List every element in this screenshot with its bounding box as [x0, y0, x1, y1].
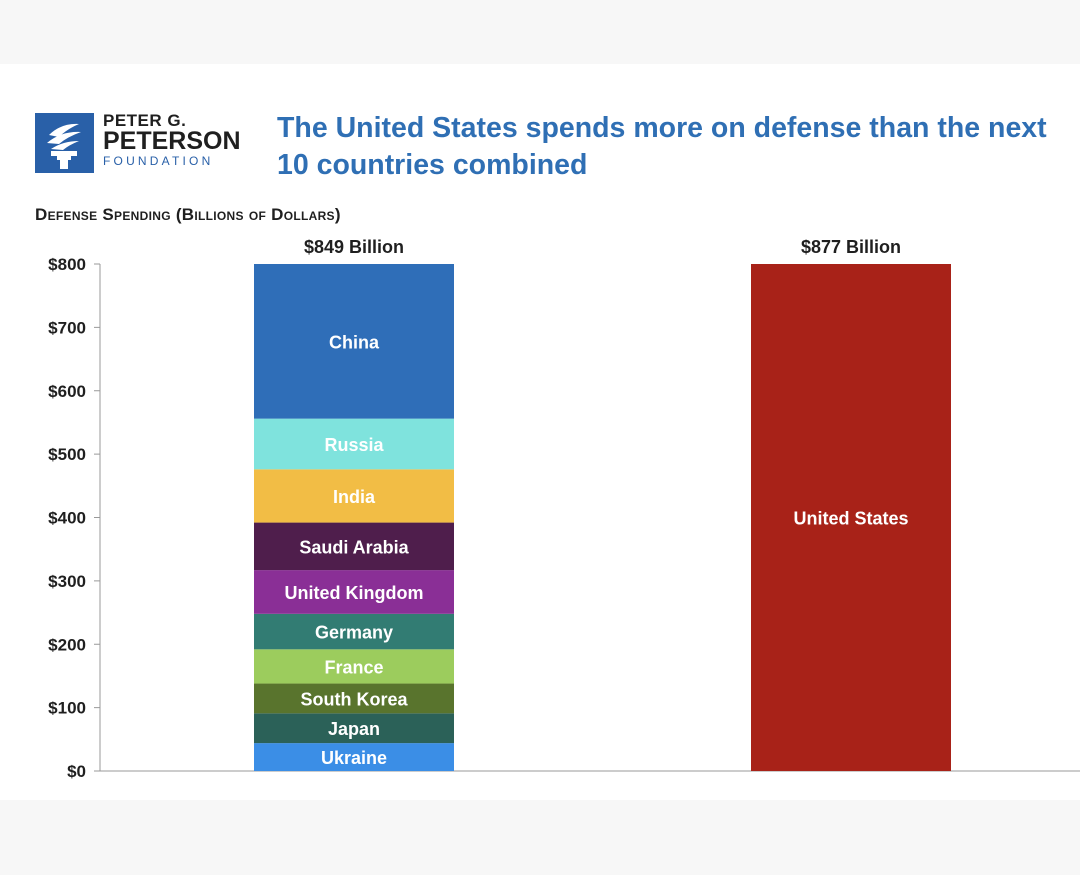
peterson-logo-text: PETER G. PETERSON FOUNDATION [103, 112, 241, 168]
logo-line-1: PETER G. [103, 111, 187, 130]
y-tick-label: $400 [48, 509, 86, 528]
bar-segment-ukraine [254, 743, 454, 771]
bar-segment-china [254, 264, 454, 419]
bar-total-label: $877 Billion [801, 237, 901, 257]
bar-segment-united-states [751, 264, 951, 771]
logo-line-3: FOUNDATION [103, 154, 214, 168]
y-tick-label: $600 [48, 382, 86, 401]
bar-segment-label: Saudi Arabia [299, 537, 409, 557]
bar-segment-label: South Korea [300, 689, 408, 709]
bar-segment-label: Ukraine [321, 748, 387, 768]
bar-segment-label: China [329, 332, 380, 352]
bar-segment-japan [254, 713, 454, 744]
chart-title: The United States spends more on defense… [277, 110, 1067, 184]
bar-segment-label: Japan [328, 719, 380, 739]
y-tick-label: $0 [67, 762, 86, 781]
bar-segment-label: Russia [324, 435, 384, 455]
y-tick-label: $500 [48, 445, 86, 464]
chart-title-line-1: The United States spends more on defense… [277, 112, 1047, 144]
bar-segment-south-korea [254, 683, 454, 714]
y-axis-title: Defense Spending (Billions of Dollars) [35, 205, 341, 224]
logo-line-2: PETERSON [103, 127, 241, 155]
bar-segment-label: France [324, 657, 383, 677]
peterson-logo-icon [35, 113, 94, 173]
y-tick-label: $800 [48, 255, 86, 274]
y-tick-label: $700 [48, 318, 86, 337]
y-tick-label: $200 [48, 635, 86, 654]
bar-segment-label: United States [793, 509, 908, 529]
chart-title-line-2: 10 countries combined [277, 149, 588, 181]
bar-segment-saudi-arabia [254, 522, 454, 571]
torch-icon [47, 123, 81, 169]
y-tick-label: $100 [48, 699, 86, 718]
bar-segment-label: Germany [315, 623, 393, 643]
bar-segment-france [254, 649, 454, 684]
bar-total-label: $849 Billion [304, 237, 404, 257]
y-tick-label: $300 [48, 572, 86, 591]
bar-segment-germany [254, 613, 454, 650]
bar-segment-label: India [333, 487, 376, 507]
bar-segment-united-kingdom [254, 570, 454, 614]
bar-segment-india [254, 469, 454, 523]
bar-segment-label: United Kingdom [285, 583, 424, 603]
bar-segment-russia [254, 418, 454, 470]
